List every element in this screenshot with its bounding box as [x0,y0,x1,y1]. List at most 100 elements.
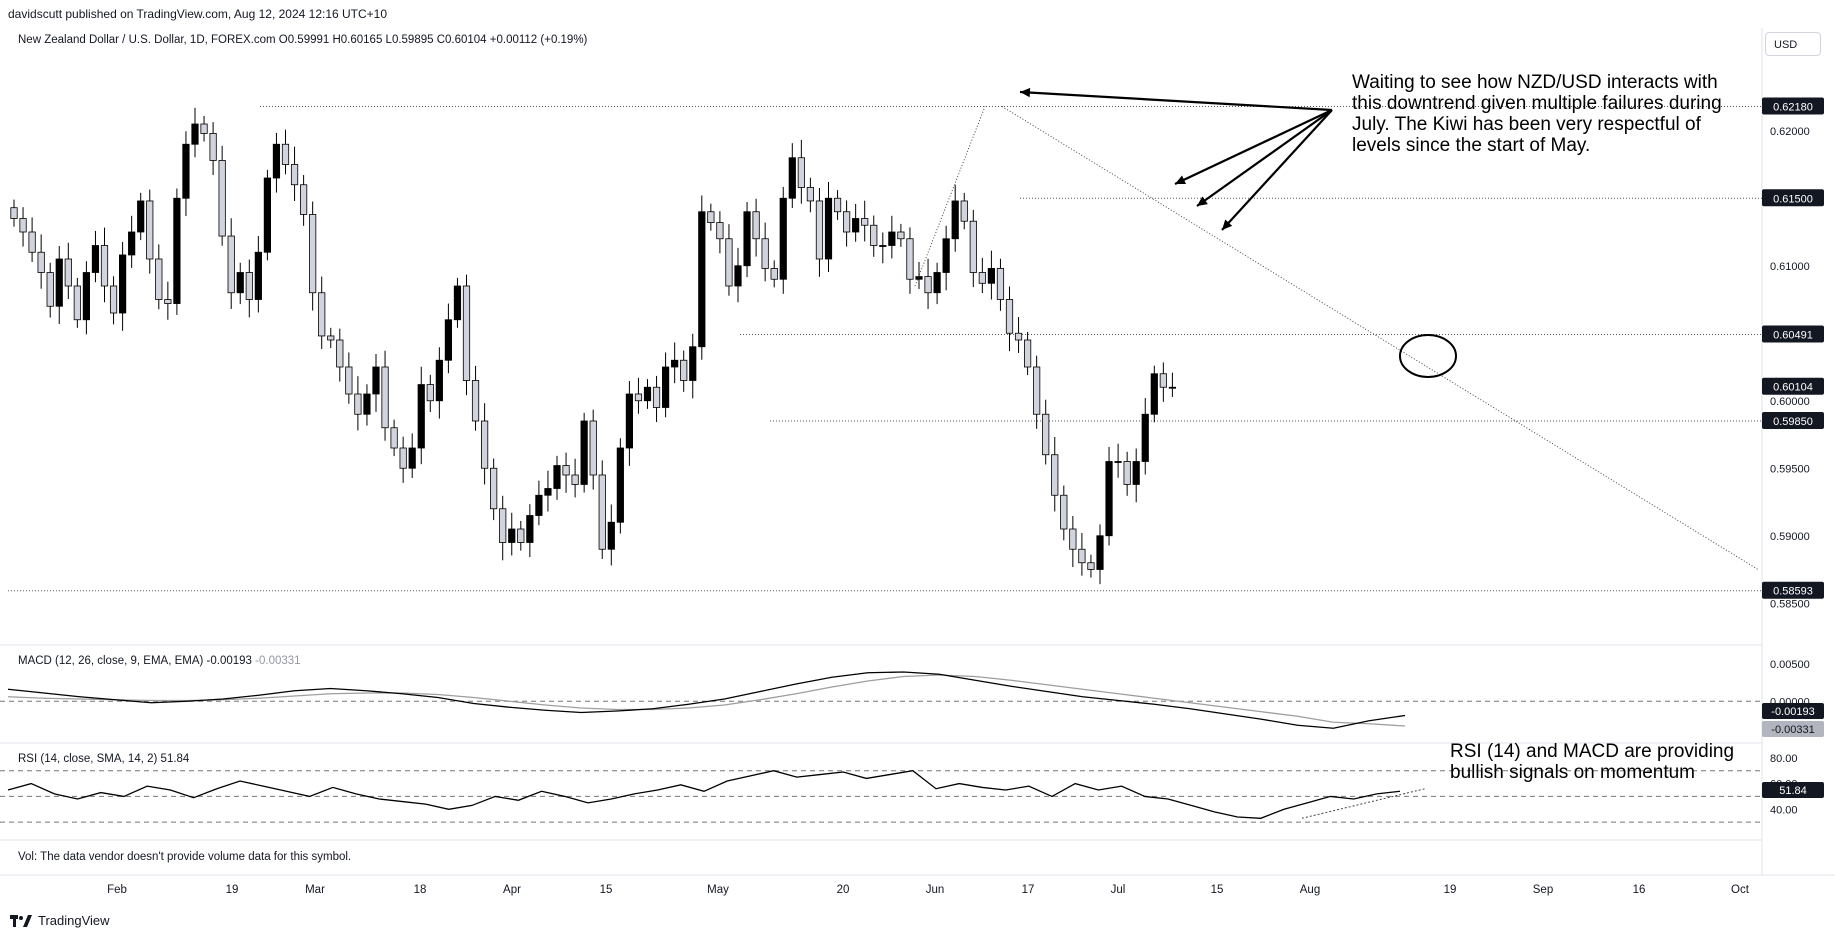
macd-value-badge [1762,703,1824,719]
candle-body [535,494,543,516]
candle-body [10,207,18,219]
candle-body [209,133,217,161]
rsi-value-label: 51.84 [1779,785,1807,797]
candle-body [743,211,751,267]
candle-body [1033,366,1041,415]
candle-body [263,177,272,253]
candle-body [779,197,787,280]
time-axis-label: Jun [926,884,945,896]
price-tick-label: 0.60000 [1770,396,1810,408]
time-axis-label: Aug [1300,884,1320,896]
downtrend-line [1001,106,1759,570]
candle-body [553,465,561,489]
candle-body [381,366,389,429]
candle-body [815,200,824,260]
candle-body [517,528,525,543]
candle-body [100,245,109,287]
candle-body [544,488,552,496]
macd-tick-label: 0.00500 [1770,659,1810,671]
candle-body [453,285,462,321]
candle-body [299,184,308,215]
candle-body [797,157,805,188]
candle-body [879,245,887,247]
candle-body [336,339,344,368]
candle-body [1005,299,1014,334]
candle-body [272,143,281,179]
candle-body [426,384,434,402]
annotation-arrow [1221,109,1333,231]
time-axis-label: Oct [1731,884,1750,896]
time-axis-label: 15 [1211,884,1224,896]
candle-body [200,123,208,134]
annotation-arrow [1174,109,1333,185]
candle-body [19,218,27,233]
annotation-downtrend: Waiting to see how NZD/USD interacts wit… [1352,72,1722,156]
candle-body [1078,548,1086,564]
candle-body [996,268,1005,300]
currency-button[interactable]: USD [1765,32,1821,56]
symbol-legend: New Zealand Dollar / U.S. Dollar, 1D, FO… [18,34,587,46]
candle-body [46,272,54,307]
candle-body [969,220,977,273]
candle-body [236,272,244,294]
price-tick-label: 0.59000 [1770,531,1810,543]
candle-body [164,299,172,304]
candle-body [1132,461,1140,485]
candle-body [634,393,643,402]
macd-signal-label: -0.00331 [1771,724,1814,736]
rsi-legend: RSI (14, close, SMA, 14, 2) 51.84 [18,753,189,765]
level-price-label: 0.62180 [1773,101,1813,113]
time-axis-label: 17 [1022,884,1035,896]
candle-body [652,386,661,408]
candle-body [671,359,679,368]
arrow-head-icon [1222,219,1233,230]
rsi-line [7,770,1401,819]
last-price-badge [1762,377,1824,395]
candle-body [290,164,299,186]
candle-body [662,366,670,408]
footer-brand[interactable]: TradingView [0,909,110,933]
rsi-trend-line [1301,788,1426,819]
candle-body [906,238,914,280]
candle-body [480,420,489,469]
chart-canvas[interactable]: 0.62000 0.61000 0.60000 0.59500 0.59000 0.585… [0,0,1835,905]
candle-body [408,447,416,469]
candle-body [109,285,118,314]
arrow-head-icon [1197,196,1208,206]
macd-line [7,671,1406,729]
candle-body [390,427,398,449]
candle-body [951,200,959,240]
candle-body [191,123,199,145]
candle-body [444,319,453,361]
candle-body [987,268,996,284]
price-tick-label: 0.61000 [1770,261,1810,273]
candle-body [1087,562,1095,570]
macd-legend-signal: -0.00331 [255,655,301,667]
annotation-momentum: RSI (14) and MACD are providing bullish … [1450,741,1735,783]
candle-body [870,224,878,246]
candle-body [28,231,36,253]
candle-body [55,258,63,307]
candle-body [218,160,226,237]
candle-body [37,251,45,273]
time-axis-label: 19 [1444,884,1457,896]
candle-body [508,528,516,543]
candle-body [770,268,778,280]
candle-body [417,384,425,449]
candle-body [788,157,796,199]
macd-legend-name: MACD (12, 26, close, 9, EMA, EMA) [18,655,204,667]
rsi-tick-label: 40.00 [1770,804,1798,816]
macd-legend: MACD (12, 26, close, 9, EMA, EMA) -0.001… [18,655,301,667]
candle-body [345,366,353,395]
candle-body [137,200,145,233]
candle-body [245,272,253,300]
candle-body [1060,494,1068,530]
candle-body [1168,386,1176,389]
candle-body [173,197,181,304]
uptrend-line [914,106,986,287]
candle-body [227,235,235,294]
candle-body [327,335,335,341]
rsi-value-badge [1762,782,1824,798]
candle-body [598,474,606,550]
arrow-head-icon [1020,87,1031,98]
